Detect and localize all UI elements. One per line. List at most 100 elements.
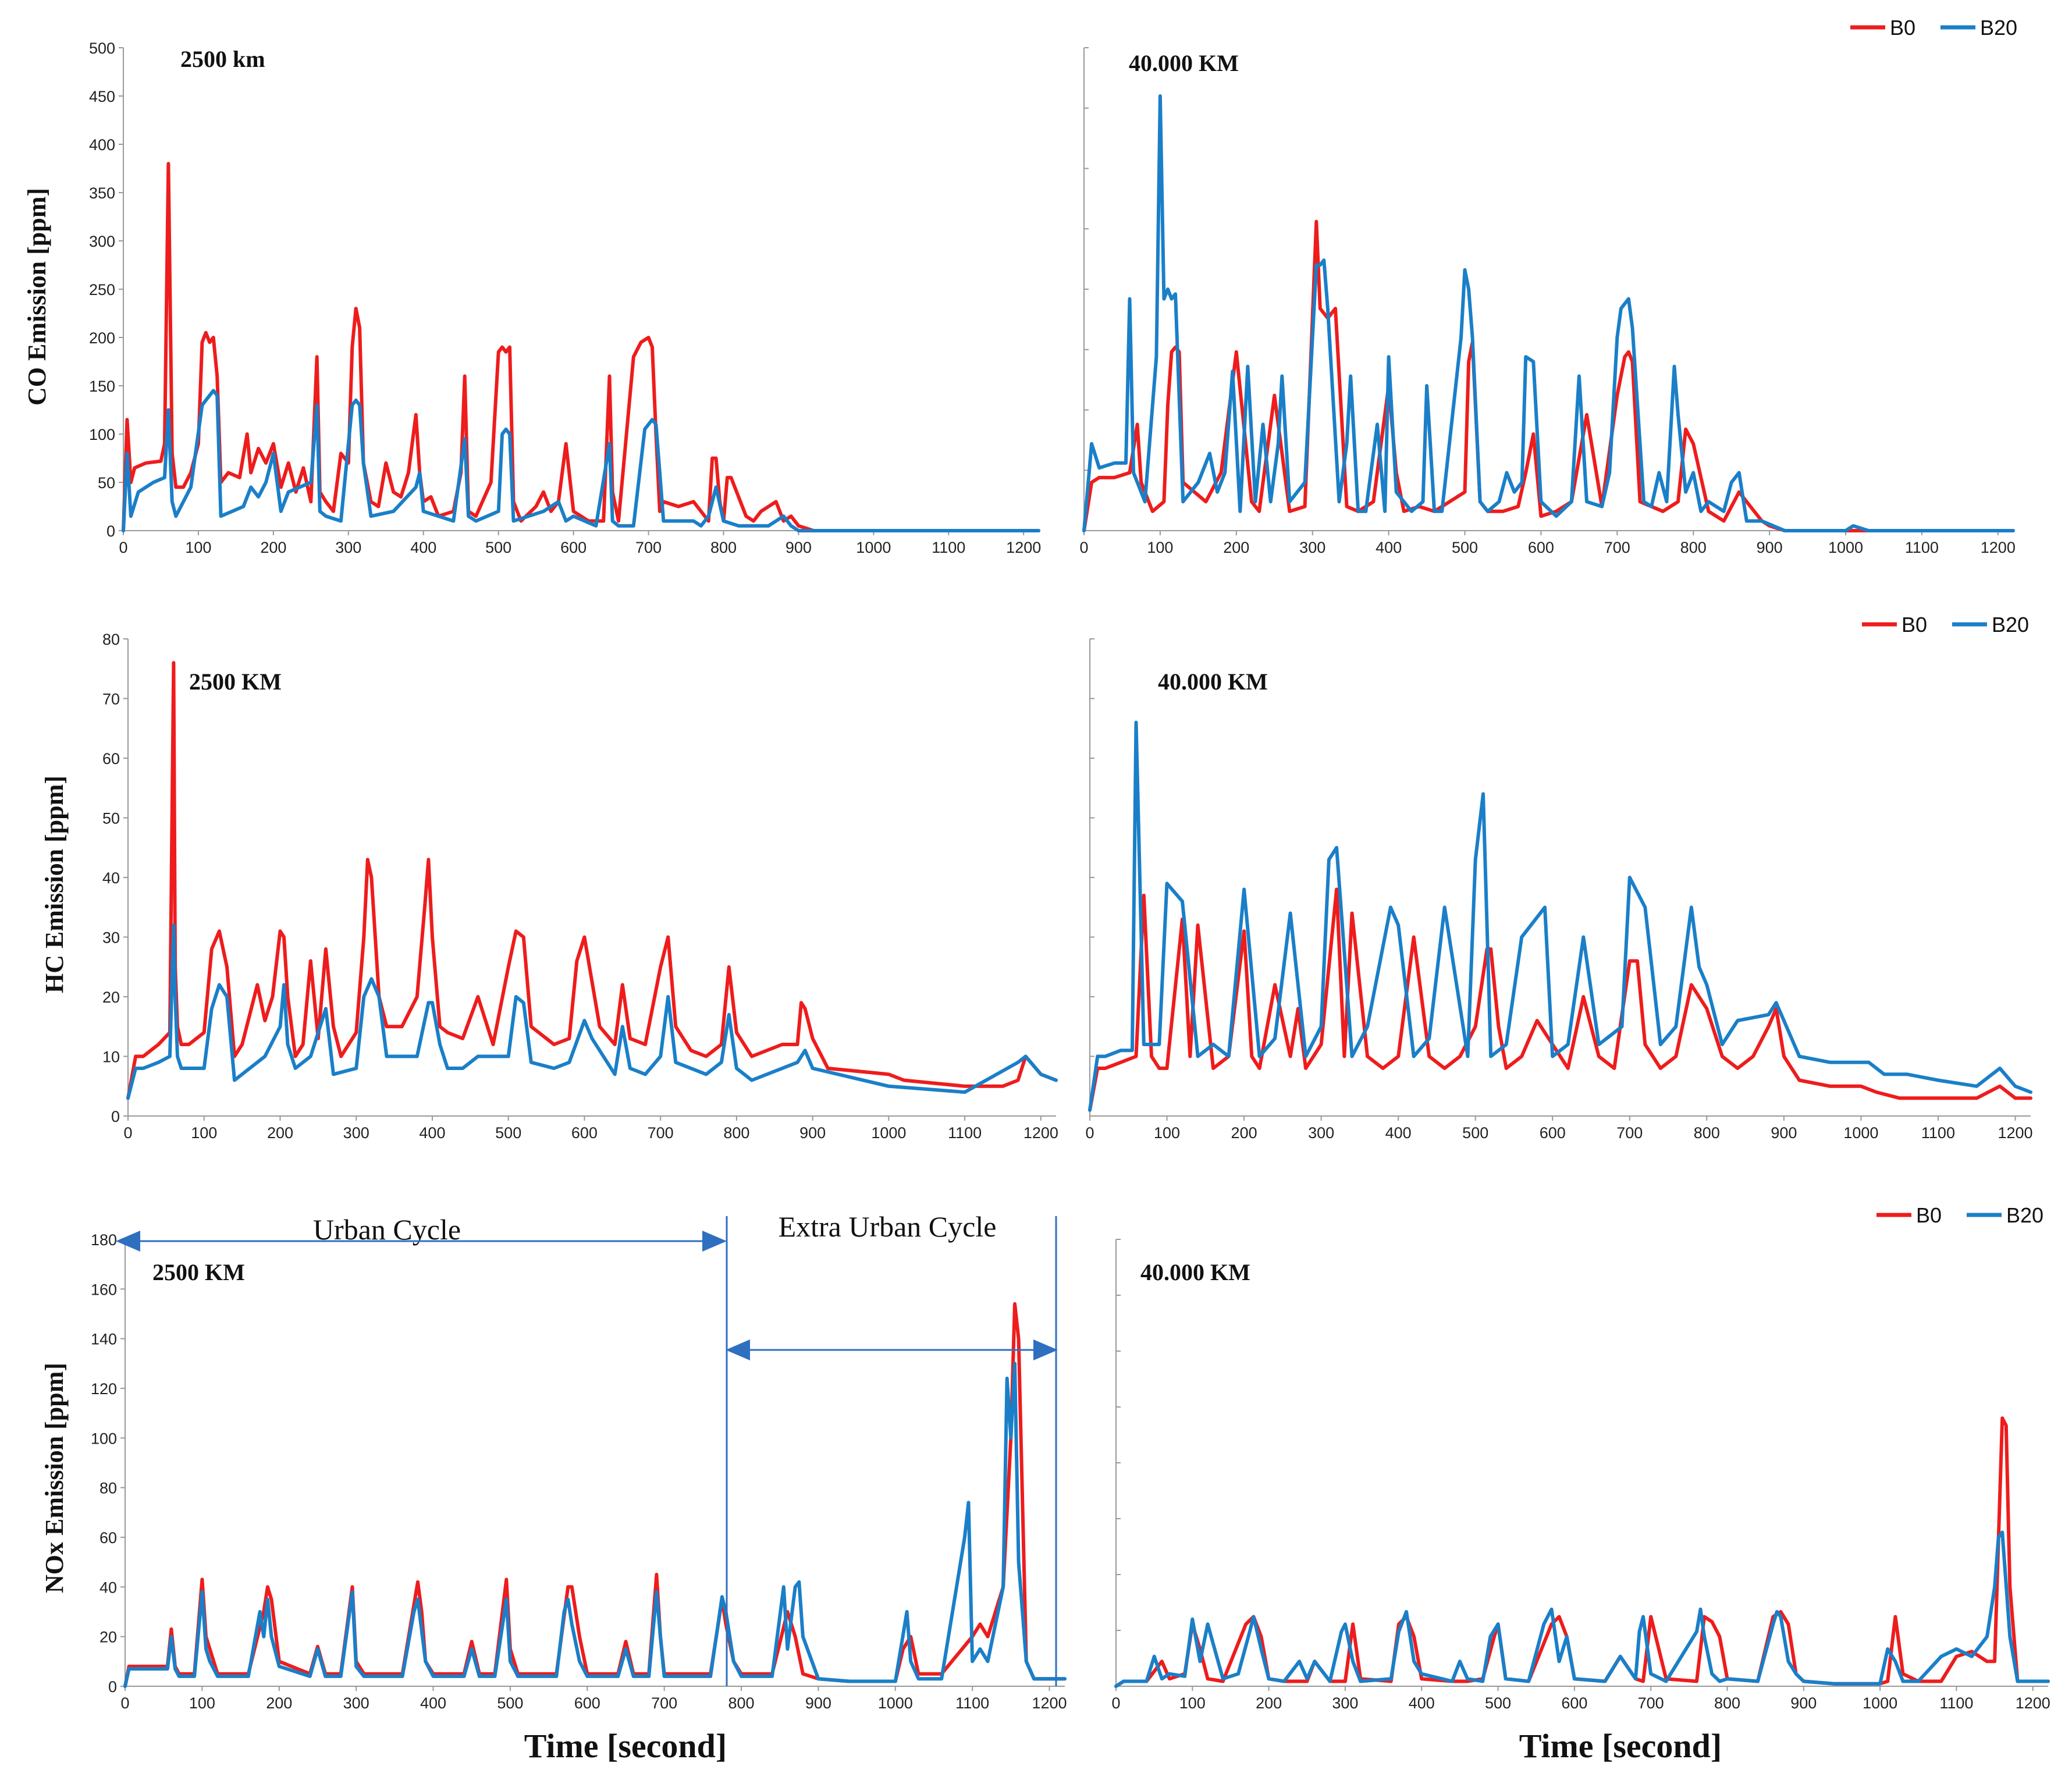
x-tick-label: 1000: [1843, 1124, 1878, 1142]
x-tick-label: 100: [1154, 1124, 1180, 1142]
x-tick-label: 800: [710, 539, 737, 556]
x-tick-label: 1200: [1023, 1124, 1058, 1142]
x-tick-label: 400: [410, 539, 436, 556]
x-tick-label: 100: [185, 539, 211, 556]
y-tick-label: 40: [102, 869, 120, 887]
x-tick-label: 200: [260, 539, 286, 556]
x-tick-label: 1100: [955, 1694, 989, 1712]
x-tick-label: 400: [1409, 1694, 1435, 1712]
y-tick-label: 0: [106, 523, 115, 540]
series-line-b0: [1082, 219, 2015, 532]
co-y-axis-label: CO Emission [ppm]: [23, 188, 51, 406]
y-tick-label: 160: [91, 1281, 117, 1298]
series-line-b20: [1088, 720, 2032, 1112]
x-tick-label: 500: [1485, 1694, 1511, 1712]
series-line-b20: [122, 389, 1040, 532]
legend-hc: B0 B20: [1862, 613, 2029, 637]
y-tick-label: 20: [102, 989, 120, 1006]
series-line-b0: [122, 162, 1040, 532]
series-line-b20: [1114, 1530, 2050, 1688]
panel-co_40000: 0 100 200 300 400 500 600 700 800 900 1000 1100 1200…: [1079, 47, 2016, 556]
x-tick-label: 1000: [1863, 1694, 1897, 1712]
panel-title: 2500 KM: [152, 1259, 245, 1285]
y-tick-label: 150: [89, 378, 115, 395]
x-tick-label: 1000: [871, 1124, 906, 1142]
y-tick-label: 450: [89, 88, 115, 105]
x-tick-label: 100: [1179, 1694, 1206, 1712]
x-tick-label: 1100: [948, 1124, 982, 1142]
x-tick-label: 900: [1757, 539, 1783, 556]
x-tick-label: 1100: [1939, 1694, 1973, 1712]
panel-title: 2500 km: [180, 46, 265, 72]
y-tick-label: 50: [102, 810, 120, 827]
x-tick-label: 200: [1223, 539, 1249, 556]
panel-title: 2500 KM: [189, 669, 282, 695]
y-tick-label: 400: [89, 136, 115, 154]
x-tick-label: 400: [1385, 1124, 1412, 1142]
panel-title: 40.000 KM: [1129, 50, 1239, 76]
x-tick-label: 700: [648, 1124, 674, 1142]
y-tick-label: 0: [111, 1108, 120, 1125]
panel-title: 40.000 KM: [1140, 1259, 1250, 1285]
y-tick-label: 200: [89, 329, 115, 347]
x-tick-label: 600: [1528, 539, 1554, 556]
y-tick-label: 0: [108, 1678, 117, 1696]
x-tick-label: 1200: [2016, 1694, 2050, 1712]
panel-title: 40.000 KM: [1158, 669, 1268, 695]
x-tick-label: 1000: [1828, 539, 1863, 556]
cycle-annotations: Urban Cycle Extra Urban Cycle: [116, 1210, 1058, 1686]
panel-nox_40000: 0 100 200 300 400 500 600 700 800 900 1000 1100 1200…: [1111, 1239, 2050, 1712]
x-tick-label: 400: [419, 1124, 445, 1142]
x-axis-label-left: Time [second]: [524, 1727, 727, 1765]
x-tick-label: 500: [495, 1124, 521, 1142]
x-tick-label: 600: [571, 1124, 598, 1142]
x-tick-label: 0: [1111, 1694, 1120, 1712]
x-tick-label: 0: [123, 1124, 132, 1142]
y-tick-label: 60: [102, 750, 120, 767]
x-tick-label: 100: [189, 1694, 215, 1712]
series-line-b0: [126, 661, 1058, 1100]
y-tick-label: 100: [89, 426, 115, 443]
legend-b20-label: B20: [2006, 1203, 2043, 1227]
legend-b20-label: B20: [1992, 613, 2029, 637]
x-tick-label: 900: [786, 539, 812, 556]
x-tick-label: 700: [1638, 1694, 1664, 1712]
x-tick-label: 700: [651, 1694, 677, 1712]
x-tick-label: 1200: [1006, 539, 1041, 556]
x-tick-label: 600: [560, 539, 587, 556]
series-line-b0: [123, 1302, 1067, 1688]
x-tick-label: 900: [1771, 1124, 1797, 1142]
x-tick-label: 500: [485, 539, 511, 556]
series-line-b20: [123, 1362, 1067, 1688]
x-tick-label: 1200: [1981, 539, 2016, 556]
x-tick-label: 600: [1561, 1694, 1587, 1712]
x-tick-label: 200: [1256, 1694, 1282, 1712]
y-tick-label: 50: [98, 474, 115, 492]
x-tick-label: 300: [343, 1124, 369, 1142]
series-line-b20: [1082, 94, 2015, 532]
y-tick-label: 250: [89, 281, 115, 298]
x-tick-label: 800: [1714, 1694, 1740, 1712]
x-tick-label: 600: [574, 1694, 600, 1712]
x-tick-label: 900: [805, 1694, 831, 1712]
x-tick-label: 800: [723, 1124, 749, 1142]
y-tick-label: 20: [99, 1629, 117, 1646]
x-tick-label: 900: [799, 1124, 826, 1142]
y-tick-label: 10: [102, 1049, 120, 1066]
legend-b0-label: B0: [1890, 16, 1915, 40]
legend-nox: B0 B20: [1876, 1203, 2043, 1227]
x-tick-label: 300: [335, 539, 361, 556]
x-tick-label: 1000: [856, 539, 891, 556]
legend-b0-label: B0: [1902, 613, 1927, 637]
x-tick-label: 0: [119, 539, 127, 556]
y-tick-label: 80: [99, 1480, 117, 1497]
series-line-b0: [1088, 887, 2032, 1112]
x-tick-label: 100: [191, 1124, 217, 1142]
legend-b0-label: B0: [1916, 1203, 1942, 1227]
x-tick-label: 700: [1616, 1124, 1643, 1142]
y-tick-label: 70: [102, 691, 120, 708]
legend-co: B0 B20: [1850, 16, 2017, 40]
y-tick-label: 140: [91, 1331, 117, 1348]
x-tick-label: 200: [267, 1124, 293, 1142]
